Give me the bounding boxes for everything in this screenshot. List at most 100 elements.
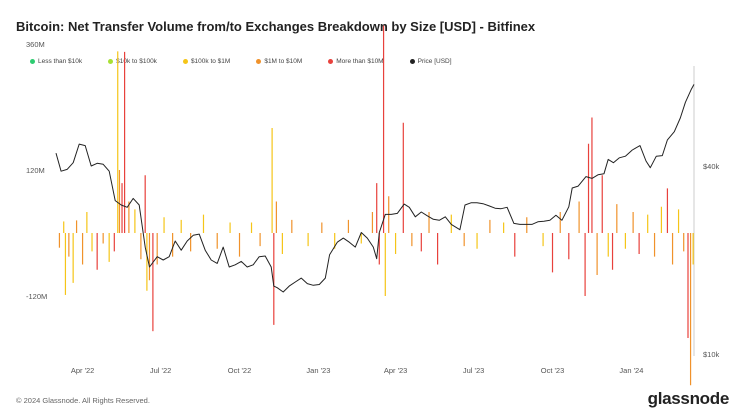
volume-bar [591, 117, 593, 233]
volume-bar [75, 220, 78, 233]
volume-bar [596, 233, 598, 275]
legend-label-1m-to-10m: $1M to $10M [264, 58, 303, 65]
volume-bar [108, 233, 110, 262]
volume-bar [307, 233, 309, 247]
volume-bar [96, 233, 98, 270]
x-tick-label: Oct '22 [228, 366, 252, 375]
volume-bar [273, 233, 275, 325]
volume-bar [102, 233, 104, 244]
volume-bar [347, 219, 350, 234]
volume-bar [692, 233, 694, 265]
volume-bar [121, 183, 123, 234]
y-right-tick-label: $40k [703, 162, 720, 171]
legend-label-price: Price [USD] [417, 58, 452, 65]
volume-bar [250, 222, 253, 233]
volume-bar [632, 212, 634, 233]
glassnode-logo: glassnode [647, 389, 730, 408]
volume-bar [624, 233, 626, 249]
volume-bar [148, 233, 151, 281]
volume-bar [489, 219, 491, 234]
x-tick-label: Jul '23 [463, 366, 484, 375]
volume-bar [86, 212, 88, 233]
volume-bar [146, 233, 148, 291]
volume-bar [124, 51, 126, 234]
volume-bar [683, 233, 685, 252]
volume-bar [117, 51, 119, 233]
price-line [55, 84, 695, 293]
volume-bar [503, 222, 505, 233]
volume-bar [647, 214, 649, 234]
volume-bar [428, 212, 430, 233]
volume-bar [190, 233, 192, 252]
y-left-tick-label: 120M [26, 166, 45, 175]
volume-bar [578, 201, 580, 233]
legend-label-more-than-10m: More than $10M [336, 58, 384, 65]
volume-bar [271, 128, 273, 233]
x-tick-label: Jan '24 [619, 366, 643, 375]
volume-bar [616, 204, 618, 234]
legend-dot-price [409, 59, 415, 64]
volume-bar [113, 233, 115, 252]
legend-dot-1m-to-10m [256, 59, 262, 64]
volume-bar [687, 233, 689, 338]
chart-legend: Less than $10k $10k to $100k $100k to $1… [30, 58, 452, 65]
y-left-tick-label: -120M [26, 292, 47, 301]
volume-bar [666, 188, 669, 234]
volume-bar [476, 233, 478, 249]
volume-bar [587, 143, 590, 233]
volume-bar [394, 233, 397, 254]
volume-bar [281, 233, 283, 254]
volume-bar [180, 219, 182, 234]
volume-bar [163, 217, 165, 233]
volume-bar [437, 233, 439, 265]
y-right-tick-label: $10k [703, 350, 720, 359]
volume-bar [376, 183, 378, 234]
volume-bar [58, 233, 61, 248]
volume-bar [63, 221, 65, 233]
volume-bar [64, 233, 67, 295]
volume-bar [238, 233, 241, 257]
volume-bar [382, 25, 385, 234]
legend-dot-less-than-10k [30, 59, 35, 64]
legend-label-less-than-10k: Less than $10k [38, 58, 83, 65]
volume-bar [118, 170, 121, 233]
volume-bar [371, 212, 374, 233]
volume-bar [152, 233, 154, 332]
volume-bar [134, 209, 136, 234]
volume-bar [660, 206, 663, 233]
volume-bar [259, 233, 261, 247]
legend-item-10k-to-100k[interactable]: $10k to $100k [108, 58, 157, 65]
legend-dot-10k-to-100k [108, 59, 114, 64]
volume-bar [172, 233, 174, 257]
volume-bar [420, 233, 422, 252]
volume-bar [411, 233, 413, 247]
legend-item-less-than-10k[interactable]: Less than $10k [30, 58, 82, 65]
volume-bar [291, 219, 293, 234]
volume-bar [601, 175, 603, 233]
volume-bar [677, 209, 680, 234]
legend-item-more-than-10m[interactable]: More than $10M [328, 58, 384, 65]
copyright-notice: © 2024 Glassnode. All Rights Reserved. [16, 396, 150, 405]
volume-bar [568, 233, 570, 260]
volume-bar [334, 233, 336, 249]
x-tick-label: Apr '23 [384, 366, 408, 375]
volume-bar [584, 233, 586, 296]
volume-bar [140, 233, 142, 260]
volume-bar [542, 233, 544, 247]
x-tick-label: Oct '23 [541, 366, 565, 375]
volume-bar [638, 233, 640, 254]
volume-bar [689, 233, 692, 386]
volume-bar [384, 233, 386, 296]
volume-bar [360, 233, 362, 244]
volume-bar [378, 233, 380, 265]
volume-bar [68, 233, 70, 257]
legend-item-100k-to-1m[interactable]: $100k to $1M [182, 58, 230, 65]
chart-title: Bitcoin: Net Transfer Volume from/to Exc… [16, 19, 536, 34]
volume-bar [202, 214, 205, 234]
volume-bar [216, 233, 218, 249]
legend-item-1m-to-10m[interactable]: $1M to $10M [256, 58, 302, 65]
legend-item-price[interactable]: Price [USD] [409, 58, 452, 65]
volume-bar [402, 122, 404, 233]
volume-bar [653, 233, 656, 257]
